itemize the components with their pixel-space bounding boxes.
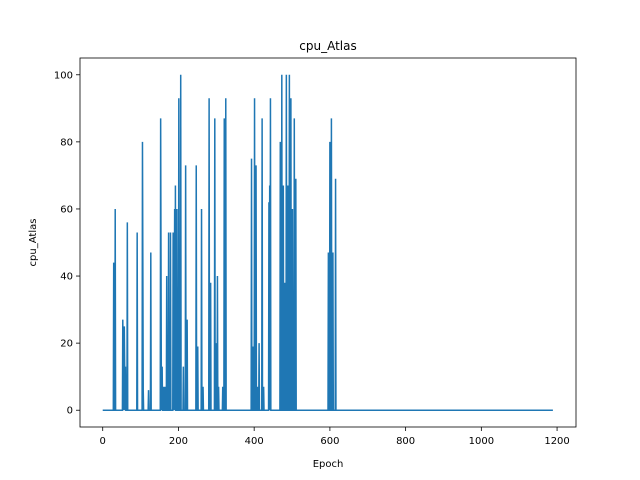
series-line — [102, 74, 553, 411]
x-axis-ticks: 0 200 400 600 800 1000 1200 — [100, 427, 570, 447]
x-tick-label: 1000 — [469, 436, 494, 447]
y-tick-label: 20 — [60, 339, 73, 350]
x-tick-label: 0 — [100, 436, 106, 447]
y-axis-ticks: 0 20 40 60 80 100 — [54, 70, 80, 417]
x-tick-label: 800 — [396, 436, 415, 447]
x-tick-label: 400 — [245, 436, 264, 447]
y-tick-label: 40 — [60, 272, 73, 283]
y-tick-label: 60 — [60, 204, 73, 215]
x-tick-label: 600 — [320, 436, 339, 447]
y-tick-label: 80 — [60, 137, 73, 148]
x-axis-label: Epoch — [313, 459, 344, 470]
chart-title: cpu_Atlas — [299, 39, 356, 53]
y-axis-label: cpu_Atlas — [28, 219, 39, 267]
y-tick-label: 0 — [67, 406, 73, 417]
y-tick-label: 100 — [54, 70, 73, 81]
x-tick-label: 200 — [169, 436, 188, 447]
x-tick-label: 1200 — [544, 436, 569, 447]
